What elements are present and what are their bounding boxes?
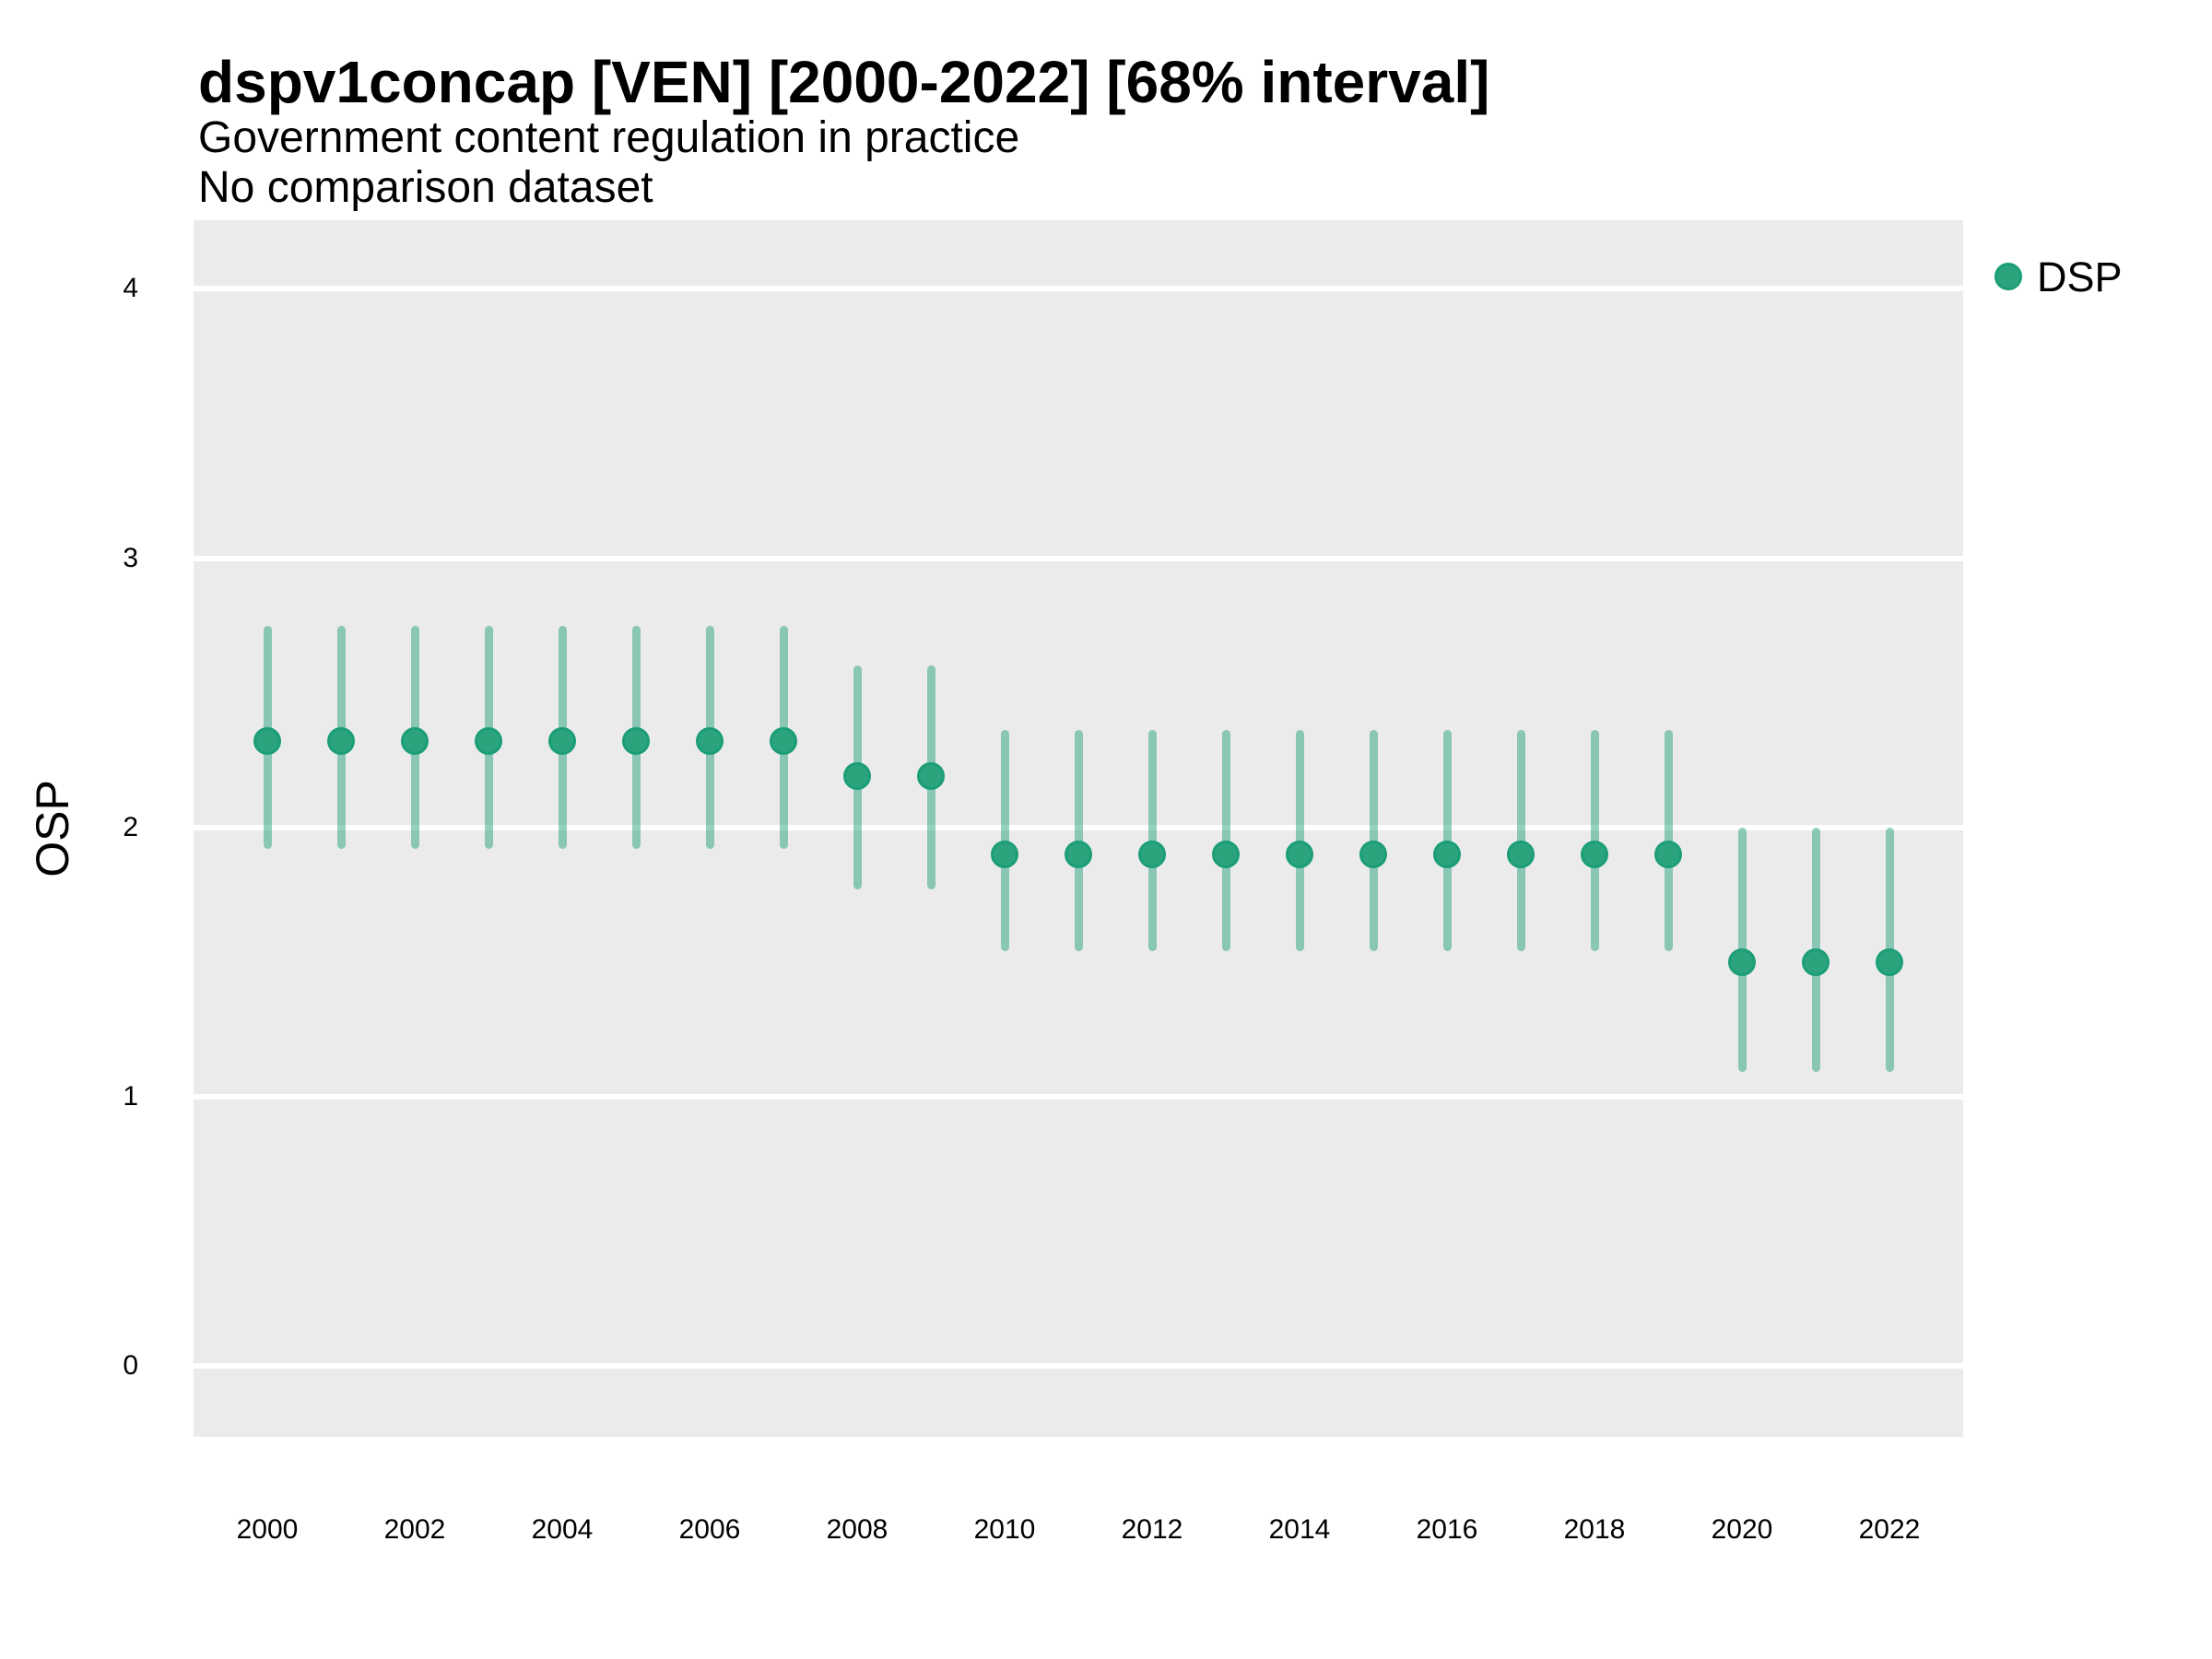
- data-point-2005: [622, 727, 650, 756]
- gridline-y-2: [194, 824, 1963, 830]
- legend-point-icon: [1994, 263, 2022, 290]
- chart-subtitle: Government content regulation in practic…: [198, 113, 1020, 162]
- x-tick-label-2000: 2000: [236, 1514, 299, 1545]
- data-point-2001: [327, 727, 355, 756]
- gridline-y-1: [194, 1093, 1963, 1100]
- y-tick-label-0: 0: [123, 1349, 138, 1381]
- y-tick-label-3: 3: [123, 542, 138, 573]
- x-tick-label-2002: 2002: [383, 1514, 446, 1545]
- data-point-2011: [1065, 840, 1092, 868]
- x-tick-label-2022: 2022: [1858, 1514, 1921, 1545]
- x-tick-label-2020: 2020: [1711, 1514, 1773, 1545]
- x-tick-label-2012: 2012: [1121, 1514, 1183, 1545]
- data-point-2018: [1581, 840, 1608, 868]
- data-point-2009: [917, 762, 945, 791]
- plot-panel: [194, 220, 1963, 1437]
- data-point-2006: [696, 727, 724, 756]
- data-point-2019: [1654, 840, 1682, 868]
- data-point-2010: [991, 840, 1018, 868]
- data-point-2014: [1286, 840, 1313, 868]
- data-point-2000: [253, 727, 281, 756]
- data-point-2021: [1802, 947, 1830, 976]
- legend: DSP: [1994, 256, 2123, 298]
- data-point-2007: [770, 727, 797, 756]
- chart-title: dspv1concap [VEN] [2000-2022] [68% inter…: [198, 49, 1490, 115]
- x-tick-label-2014: 2014: [1268, 1514, 1331, 1545]
- data-point-2004: [548, 727, 576, 756]
- data-point-2002: [401, 727, 429, 756]
- data-point-2020: [1728, 947, 1756, 976]
- x-tick-label-2006: 2006: [678, 1514, 741, 1545]
- x-tick-label-2018: 2018: [1563, 1514, 1626, 1545]
- x-tick-label-2010: 2010: [973, 1514, 1036, 1545]
- data-point-2008: [843, 762, 871, 791]
- legend-label: DSP: [2037, 253, 2123, 300]
- gridline-y-0: [194, 1362, 1963, 1369]
- data-point-2003: [475, 727, 502, 756]
- data-point-2016: [1433, 840, 1461, 868]
- y-tick-label-1: 1: [123, 1080, 138, 1112]
- x-tick-label-2004: 2004: [531, 1514, 594, 1545]
- data-point-2022: [1876, 947, 1903, 976]
- data-point-2013: [1212, 840, 1240, 868]
- gridline-y-4: [194, 286, 1963, 292]
- y-tick-label-2: 2: [123, 811, 138, 842]
- data-point-2015: [1359, 840, 1387, 868]
- x-tick-label-2008: 2008: [826, 1514, 888, 1545]
- y-tick-label-4: 4: [123, 273, 138, 304]
- data-point-2012: [1138, 840, 1166, 868]
- data-point-2017: [1507, 840, 1535, 868]
- x-tick-label-2016: 2016: [1416, 1514, 1478, 1545]
- chart-note: No comparison dataset: [198, 163, 653, 212]
- gridline-y-3: [194, 555, 1963, 561]
